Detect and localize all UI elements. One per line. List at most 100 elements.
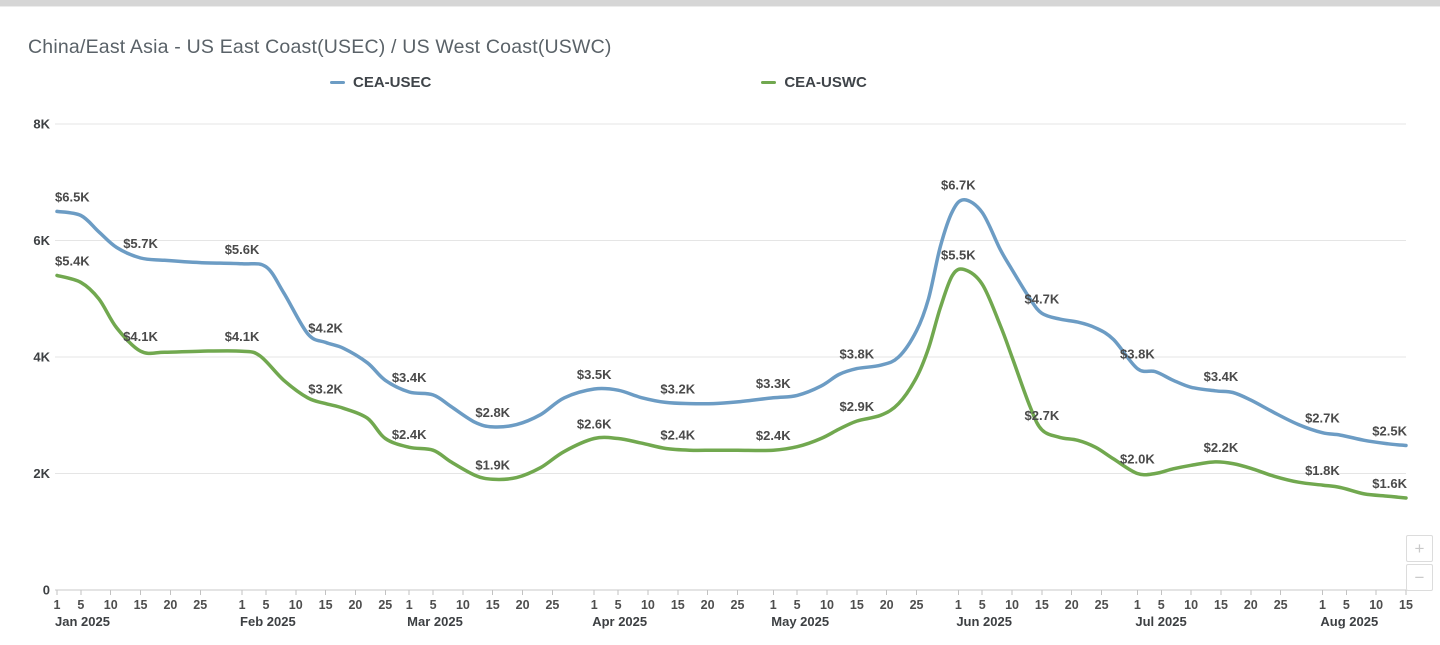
data-label-cea-usec: $6.5K [55, 189, 90, 204]
x-axis-day-label: 20 [701, 598, 715, 612]
x-axis-day-label: 15 [1399, 598, 1413, 612]
top-border-strip [0, 0, 1440, 7]
data-label-cea-uswc: $4.1K [123, 329, 158, 344]
x-axis-day-label: 25 [1095, 598, 1109, 612]
zoom-in-button[interactable]: + [1406, 535, 1433, 562]
x-axis-day-label: 15 [850, 598, 864, 612]
x-axis-day-label: 5 [615, 598, 622, 612]
data-label-cea-usec: $3.4K [1204, 369, 1239, 384]
x-axis-day-label: 25 [545, 598, 559, 612]
x-axis-month-label: Jul 2025 [1135, 614, 1186, 629]
legend-item-cea-uswc[interactable]: CEA-USWC [761, 74, 867, 91]
chart-title: China/East Asia - US East Coast(USEC) / … [28, 36, 612, 58]
x-axis-day-label: 1 [54, 598, 61, 612]
legend-marker-cea-uswc [761, 81, 777, 84]
x-axis-day-label: 20 [516, 598, 530, 612]
data-label-cea-usec: $4.2K [308, 320, 343, 335]
series-line-cea-uswc [55, 267, 1408, 500]
x-axis-day-label: 1 [591, 598, 598, 612]
x-axis-day-label: 10 [1369, 598, 1383, 612]
data-label-cea-usec: $2.7K [1305, 411, 1340, 426]
x-axis-day-label: 1 [1134, 598, 1141, 612]
data-label-cea-usec: $5.7K [123, 236, 158, 251]
data-label-cea-uswc: $4.1K [225, 329, 260, 344]
x-axis-day-label: 15 [486, 598, 500, 612]
data-label-cea-usec: $3.5K [577, 367, 612, 382]
legend-label-cea-usec: CEA-USEC [353, 74, 432, 91]
x-axis-day-label: 25 [193, 598, 207, 612]
data-label-cea-uswc: $2.4K [392, 427, 427, 442]
x-axis-day-label: 20 [1065, 598, 1079, 612]
x-axis-day-label: 5 [794, 598, 801, 612]
data-label-cea-uswc: $2.7K [1025, 408, 1060, 423]
x-axis-day-label: 10 [641, 598, 655, 612]
data-label-cea-usec: $3.3K [756, 376, 791, 391]
x-axis-day-label: 10 [1184, 598, 1198, 612]
data-label-cea-uswc: $1.9K [475, 457, 510, 472]
data-label-cea-uswc: $5.5K [941, 248, 976, 263]
data-label-cea-uswc: $2.4K [660, 428, 695, 443]
x-axis-month-label: Apr 2025 [592, 614, 647, 629]
series-line-cea-usec [55, 197, 1408, 448]
y-axis-label: 2K [33, 466, 50, 481]
data-label-cea-uswc: $5.4K [55, 253, 90, 268]
data-label-cea-usec: $3.8K [839, 347, 874, 362]
x-axis-day-label: 25 [910, 598, 924, 612]
x-axis-day-label: 15 [1035, 598, 1049, 612]
x-axis-day-label: 25 [731, 598, 745, 612]
x-axis-day-label: 15 [671, 598, 685, 612]
y-axis-label: 0 [43, 583, 50, 598]
x-axis-day-label: 25 [1274, 598, 1288, 612]
x-axis-day-label: 10 [456, 598, 470, 612]
x-axis-day-label: 1 [406, 598, 413, 612]
x-axis-day-label: 5 [1343, 598, 1350, 612]
data-label-cea-usec: $3.2K [660, 382, 695, 397]
x-axis-day-label: 1 [955, 598, 962, 612]
data-label-cea-uswc: $1.6K [1372, 476, 1407, 491]
x-axis-day-label: 1 [239, 598, 246, 612]
data-label-cea-uswc: $2.6K [577, 417, 612, 432]
x-axis-day-label: 5 [262, 598, 269, 612]
x-axis-month-label: Jun 2025 [956, 614, 1012, 629]
data-label-cea-uswc: $2.9K [839, 399, 874, 414]
x-axis-month-label: Jan 2025 [55, 614, 110, 629]
x-axis-day-label: 20 [348, 598, 362, 612]
x-axis-day-label: 10 [1005, 598, 1019, 612]
x-axis-day-label: 1 [770, 598, 777, 612]
x-axis-day-label: 25 [378, 598, 392, 612]
data-label-cea-usec: $5.6K [225, 242, 260, 257]
y-axis-label: 4K [33, 350, 50, 365]
data-label-cea-uswc: $2.0K [1120, 452, 1155, 467]
x-axis-day-label: 1 [1319, 598, 1326, 612]
data-label-cea-usec: $2.8K [475, 405, 510, 420]
x-axis-day-label: 5 [77, 598, 84, 612]
x-axis-day-label: 20 [163, 598, 177, 612]
x-axis-month-label: May 2025 [771, 614, 829, 629]
x-axis-day-label: 15 [319, 598, 333, 612]
x-axis-day-label: 10 [820, 598, 834, 612]
x-axis-day-label: 5 [979, 598, 986, 612]
data-label-cea-uswc: $2.4K [756, 428, 791, 443]
legend-marker-cea-usec [330, 81, 345, 84]
y-axis-label: 8K [33, 117, 50, 132]
data-label-cea-usec: $2.5K [1372, 424, 1407, 439]
x-axis-day-label: 5 [430, 598, 437, 612]
x-axis-day-label: 10 [104, 598, 118, 612]
legend-item-cea-usec[interactable]: CEA-USEC [330, 74, 431, 91]
data-label-cea-usec: $6.7K [941, 178, 976, 193]
x-axis-day-label: 5 [1158, 598, 1165, 612]
data-label-cea-uswc: $2.2K [1204, 440, 1239, 455]
data-label-cea-uswc: $3.2K [308, 382, 343, 397]
zoom-controls: + − [1406, 535, 1433, 591]
y-axis-label: 6K [33, 233, 50, 248]
data-label-cea-usec: $4.7K [1025, 291, 1060, 306]
data-label-cea-usec: $3.4K [392, 370, 427, 385]
x-axis-day-label: 20 [880, 598, 894, 612]
x-axis-month-label: Feb 2025 [240, 614, 296, 629]
legend-label-cea-uswc: CEA-USWC [784, 74, 867, 91]
zoom-out-button[interactable]: − [1406, 564, 1433, 591]
x-axis-day-label: 10 [289, 598, 303, 612]
chart-legend: CEA-USEC CEA-USWC [0, 74, 1440, 91]
